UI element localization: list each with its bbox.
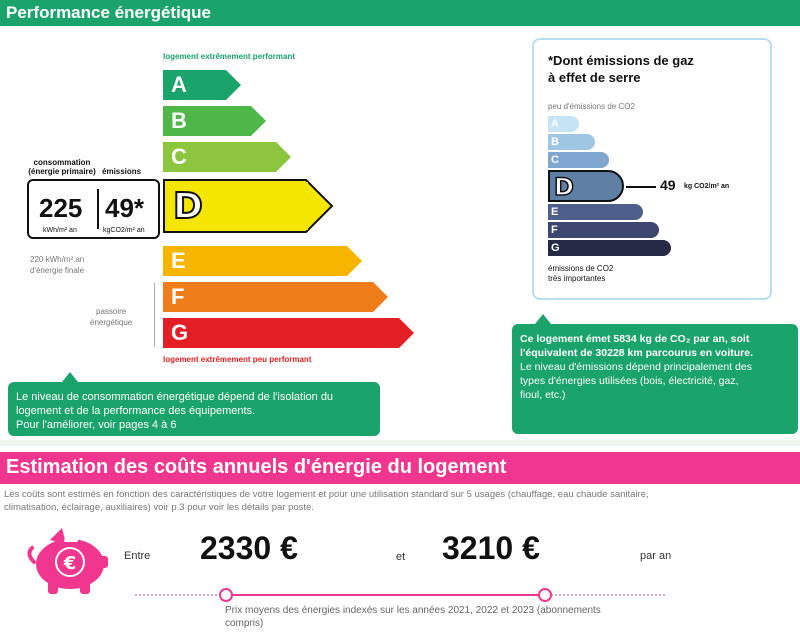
range-line-active [226,594,546,596]
range-marker-high [538,588,552,602]
consumption-divider [97,189,99,229]
dpe-letter-g: G [171,320,189,345]
dpe-letter-c: C [171,144,187,169]
ges-letter-g: G [551,242,560,254]
ges-letter-d: D [553,172,574,202]
ges-class-d-current: D [548,170,624,202]
dpe-class-c: C [163,142,291,172]
ges-note: Ce logement émet 5834 kg de CO₂ par an, … [512,324,798,434]
ges-title: *Dont émissions de gaz à effet de serre [548,52,694,86]
range-marker-low [219,588,233,602]
cost-high-value: 3210 € [442,530,540,566]
ges-letter-e: E [551,206,559,218]
ges-class-e: E [548,204,643,220]
ges-bottom-label: émissions de CO2 très importantes [548,264,613,284]
top-scale-label: logement extrêmement performant [163,52,296,61]
consumption-label-line1: consommation [33,158,91,167]
energy-note: Le niveau de consommation énergétique dé… [8,382,380,436]
passoire-label: passoire énergétique [90,306,132,328]
ges-letter-b: B [551,136,559,148]
dpe-d-arrow-tip [306,179,334,233]
and-label: et [396,551,406,563]
passoire-line1: passoire [96,307,127,316]
dpe-letter-e: E [171,248,186,273]
ges-class-a: A [548,116,579,132]
cost-intro: Les coûts sont estimés en fonction des c… [4,488,796,514]
between-label: Entre [124,550,151,562]
cost-intro-line2: climatisation, éclairage, auxiliaires) v… [4,502,314,513]
ges-unit: kg CO2/m² an [684,183,730,190]
consumption-label: consommation (énergie primaire) [24,158,100,176]
dpe-class-f: F [163,282,388,312]
consumption-value: 225 [39,193,83,223]
energy-note-line1: Le niveau de consommation énergétique dé… [16,391,334,403]
price-footnote-line2: compris) [225,618,264,629]
cost-header: Estimation des coûts annuels d'énergie d… [0,452,800,484]
ges-class-c: C [548,152,609,168]
ges-class-f: F [548,222,659,238]
ges-class-g: G [548,240,671,256]
cost-low-value: 2330 € [200,530,298,566]
ges-note-line5: fioul, etc.) [520,389,566,401]
ges-note-line2: l'équivalent de 30228 km parcourus en vo… [520,347,753,359]
dpe-class-a: A [163,70,241,100]
ges-note-line1: Ce logement émet 5834 kg de CO₂ par an, … [520,333,750,345]
price-footnote-line1: Prix moyens des énergies indexés sur les… [225,605,601,616]
ges-bottom-line2: très importantes [548,274,606,283]
emissions-value: 49* [105,193,145,223]
performance-title: Performance énergétique [6,3,212,22]
ges-letter-f: F [551,224,558,236]
consumption-label-line2: (énergie primaire) [28,167,96,176]
dpe-class-e: E [163,246,362,276]
bottom-scale-label: logement extrêmement peu performant [163,355,312,364]
final-energy-line1: 220 kWh/m².an [30,255,85,264]
price-footnote: Prix moyens des énergies indexés sur les… [225,604,601,630]
section-separator [0,440,800,446]
performance-header: Performance énergétique [0,0,800,26]
dpe-letter-a: A [171,72,187,97]
ges-note-line3: Le niveau d'émissions dépend principalem… [520,361,752,373]
energy-note-line3: Pour l'améliorer, voir pages 4 à 6 [16,419,177,431]
consumption-box: 225 kWh/m² an 49* kgCO2/m² an [27,179,160,239]
ges-value: 49 [660,177,676,193]
note-pointer-left [62,372,78,382]
ges-panel: *Dont émissions de gaz à effet de serre … [532,38,772,300]
dpe-class-d-current: D [163,179,334,233]
cost-title: Estimation des coûts annuels d'énergie d… [6,456,507,478]
ges-letter-c: C [551,154,559,166]
final-energy-note: 220 kWh/m².an d'énergie finale [30,254,84,276]
final-energy-line2: d'énergie finale [30,266,85,275]
energy-note-line2: logement et de la performance des équipe… [16,405,256,417]
emissions-label: émissions [102,167,142,176]
per-year-label: par an [640,550,672,562]
ges-top-label: peu d'émissions de CO2 [548,102,635,111]
euro-symbol: € [63,553,77,574]
dpe-class-b: B [163,106,266,136]
ges-value-pointer [626,186,656,188]
emissions-unit: kgCO2/m² an [103,227,145,234]
ges-class-b: B [548,134,595,150]
ges-letter-a: A [551,118,559,130]
dpe-letter-b: B [171,108,187,133]
passoire-line2: énergétique [90,318,133,327]
note-pointer-right [535,314,551,324]
ges-note-line4: types d'énergies utilisées (bois, électr… [520,375,739,387]
ges-title-line2: à effet de serre [548,70,641,85]
cost-intro-line1: Les coûts sont estimés en fonction des c… [4,489,649,500]
ges-bottom-line1: émissions de CO2 [548,264,614,273]
dpe-letter-f: F [171,284,185,309]
dpe-letter-d: D [172,185,204,228]
ges-title-line1: *Dont émissions de gaz [548,53,694,68]
dpe-class-g: G [163,318,414,348]
piggy-bank-icon: € [27,528,108,594]
passoire-bracket [154,283,155,347]
consumption-unit: kWh/m² an [43,227,77,234]
